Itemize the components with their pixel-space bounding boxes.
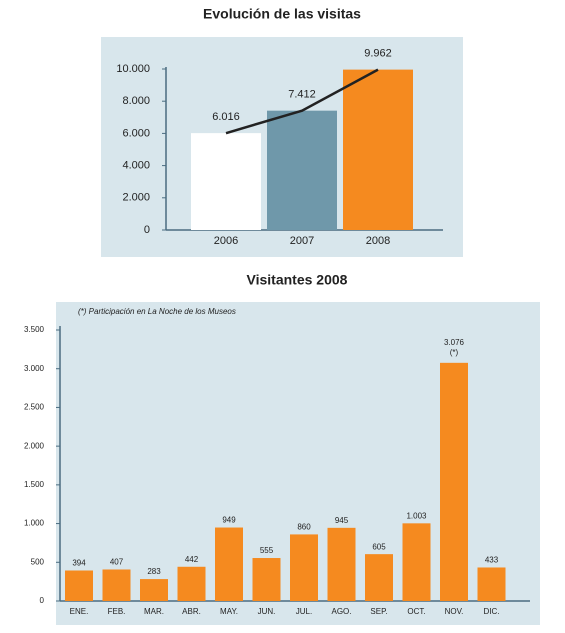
bar [327,527,356,601]
note-marker: (*) [450,348,459,357]
y-tick-label: 10.000 [116,63,150,75]
x-tick-label: DIC. [484,607,500,616]
bar [402,523,431,601]
value-label: 433 [485,556,499,565]
value-label: 283 [147,567,161,576]
y-tick-label: 2.500 [24,403,45,412]
x-tick-label: MAR. [144,607,164,616]
bar [343,69,413,230]
x-tick-label: JUL. [296,607,312,616]
value-label: 949 [222,516,236,525]
value-label: 394 [72,559,86,568]
x-tick-label: 2007 [290,235,314,247]
x-tick-label: 2008 [366,235,390,247]
x-tick-label: JUN. [258,607,276,616]
value-label: 407 [110,558,124,567]
value-label: 945 [335,516,349,525]
value-label: 9.962 [364,48,392,60]
value-label: 3.076 [444,338,465,347]
y-tick-label: 1.000 [24,519,45,528]
bar [140,579,168,601]
y-tick-label: 4.000 [122,160,150,172]
y-tick-label: 8.000 [122,95,150,107]
x-tick-label: ENE. [70,607,89,616]
y-tick-label: 2.000 [24,441,45,450]
value-label: 6.016 [212,111,240,123]
y-tick-label: 3.500 [24,325,45,334]
x-tick-label: NOV. [445,607,464,616]
value-label: 860 [297,523,311,532]
y-tick-label: 1.500 [24,480,45,489]
x-tick-label: MAY. [220,607,238,616]
x-tick-label: SEP. [370,607,387,616]
x-tick-label: 2006 [214,235,238,247]
bar [215,527,243,601]
y-tick-label: 0 [144,224,150,236]
bar [267,110,337,230]
bar [177,566,206,601]
y-tick-label: 500 [31,557,45,566]
x-tick-label: AGO. [331,607,351,616]
bar [477,567,506,601]
y-tick-label: 3.000 [24,364,45,373]
x-tick-label: FEB. [108,607,126,616]
x-tick-label: ABR. [182,607,201,616]
value-label: 7.412 [288,89,316,101]
bar [290,534,318,601]
value-label: 555 [260,546,274,555]
annotation: (*) Participación en La Noche de los Mus… [78,307,236,316]
chart-title: Evolución de las visitas [203,6,361,22]
value-label: 442 [185,555,199,564]
y-tick-label: 6.000 [122,127,150,139]
bar [191,133,261,230]
y-tick-label: 0 [40,596,45,605]
trend-line [225,68,379,135]
bar [102,569,131,601]
bar [440,362,468,601]
chart-title: Visitantes 2008 [247,272,348,288]
bar [65,570,93,601]
value-label: 605 [372,542,386,551]
value-label: 1.003 [406,511,427,520]
x-tick-label: OCT. [407,607,425,616]
bar [252,558,281,601]
bar [365,554,393,601]
y-tick-label: 2.000 [122,192,150,204]
